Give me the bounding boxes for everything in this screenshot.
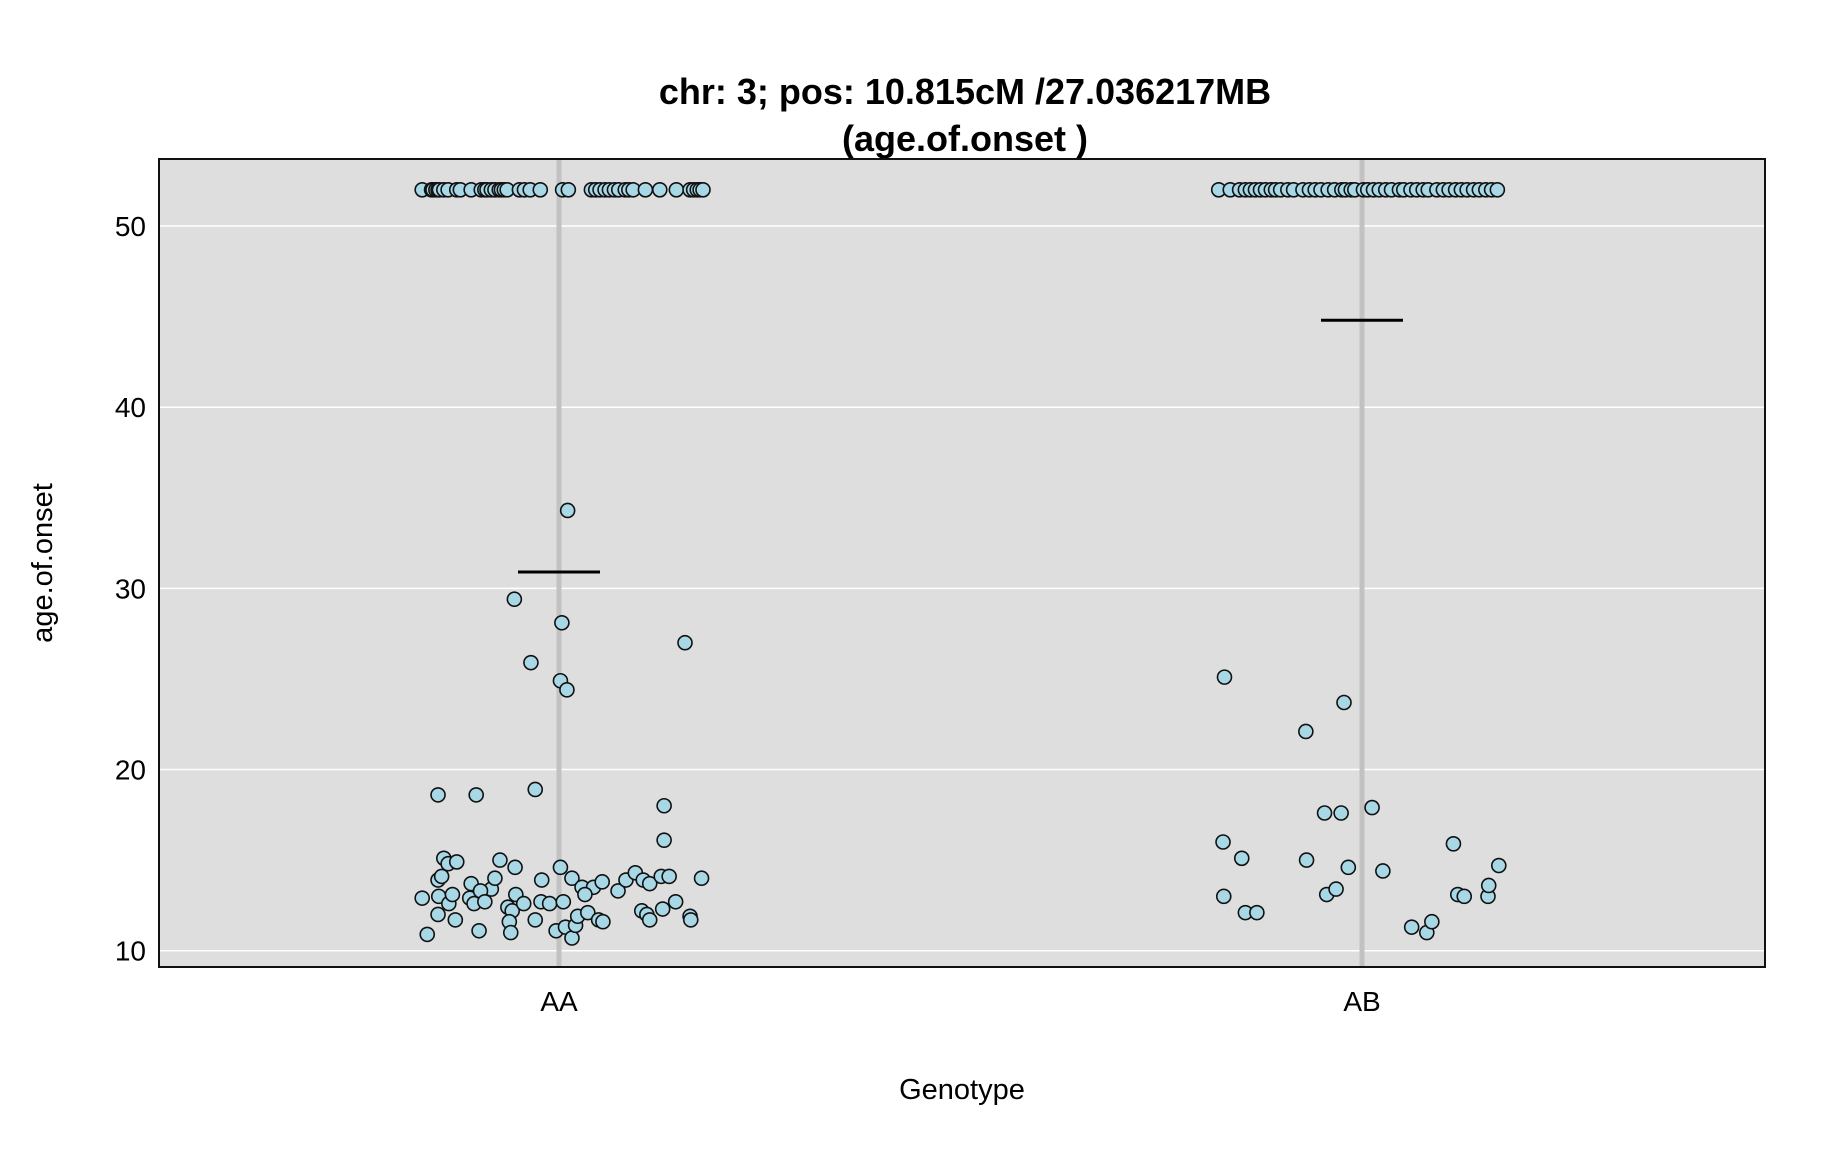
data-point: [637, 181, 654, 198]
data-point: [651, 181, 668, 198]
data-point: [506, 591, 523, 608]
data-point: [594, 874, 611, 890]
data-point: [502, 924, 519, 941]
data-point: [1233, 850, 1250, 867]
data-point: [667, 893, 684, 910]
data-point: [477, 893, 493, 910]
y-tick-label: 20: [115, 755, 146, 786]
y-tick-label: 10: [115, 936, 146, 967]
data-point: [677, 634, 693, 651]
data-point: [1316, 805, 1333, 821]
data-point: [693, 870, 710, 887]
data-point: [1298, 852, 1315, 868]
data-point: [541, 895, 558, 912]
data-point: [554, 614, 570, 631]
chart-title: chr: 3; pos: 10.815cM /27.036217MB: [659, 71, 1271, 112]
data-point: [682, 912, 699, 928]
data-point: [668, 181, 685, 198]
data-point: [560, 181, 577, 198]
data-point: [1403, 919, 1420, 935]
data-point: [1333, 805, 1349, 821]
data-point: [1249, 904, 1265, 921]
data-point: [595, 913, 611, 930]
data-point: [555, 893, 572, 910]
data-point: [654, 901, 671, 917]
data-point: [656, 797, 672, 814]
mean-lines: [518, 318, 1403, 574]
data-point: [492, 852, 508, 868]
data-point: [468, 787, 485, 803]
chart-subtitle: (age.of.onset ): [842, 118, 1088, 159]
data-point: [419, 926, 436, 943]
data-point: [559, 682, 575, 698]
data-point: [1375, 863, 1391, 879]
data-point: [1328, 881, 1344, 897]
data-point: [1456, 888, 1473, 905]
data-point: [1480, 877, 1497, 894]
data-point: [487, 870, 503, 887]
data-point: [610, 883, 626, 899]
data-point: [1364, 799, 1380, 816]
data-point: [552, 859, 569, 876]
data-point: [1336, 694, 1352, 711]
data-point: [564, 870, 580, 887]
data-point: [533, 872, 550, 888]
data-point: [1424, 913, 1440, 930]
data-point: [577, 886, 593, 903]
data-point: [564, 930, 580, 946]
y-tick-label: 30: [115, 573, 146, 604]
data-point: [523, 654, 539, 671]
category-lines: [556, 159, 1365, 967]
data-point: [641, 912, 658, 928]
plot-border: [158, 158, 1766, 968]
data-point: [641, 875, 658, 892]
data-point: [1489, 181, 1506, 198]
data-point: [1216, 669, 1233, 685]
data-point: [695, 181, 711, 198]
x-tick-label: AA: [540, 986, 578, 1017]
y-tick-label: 50: [115, 211, 146, 242]
data-point: [430, 787, 446, 803]
plot-panel: [159, 159, 1765, 967]
data-point: [1340, 859, 1357, 876]
data-point: [507, 859, 523, 876]
data-point: [1445, 836, 1462, 852]
data-point: [430, 906, 446, 923]
data-point: [1298, 723, 1314, 740]
data-point: [527, 781, 544, 798]
data-point: [661, 868, 677, 885]
data-point: [1215, 834, 1231, 850]
data-point: [433, 868, 450, 885]
data-point: [579, 904, 596, 921]
x-tick-label: AB: [1343, 986, 1380, 1017]
data-point: [559, 502, 576, 519]
data-point: [1491, 857, 1507, 874]
x-axis-label: Genotype: [899, 1074, 1025, 1106]
data-point: [515, 895, 532, 912]
data-point: [414, 890, 431, 906]
data-points: [414, 181, 1507, 946]
data-point: [447, 912, 464, 928]
data-point: [471, 922, 487, 939]
grid-layer: [159, 225, 1765, 952]
x-axis-ticks: AA AB: [540, 986, 1380, 1017]
y-axis-ticks: 10 20 30 40 50: [115, 211, 146, 967]
data-point: [444, 886, 461, 903]
data-point: [1215, 888, 1232, 905]
data-point: [448, 854, 465, 870]
data-point: [532, 181, 549, 198]
data-point: [656, 832, 672, 848]
data-point: [527, 912, 544, 928]
y-tick-label: 40: [115, 392, 146, 423]
y-axis-label: age.of.onset: [27, 483, 59, 643]
